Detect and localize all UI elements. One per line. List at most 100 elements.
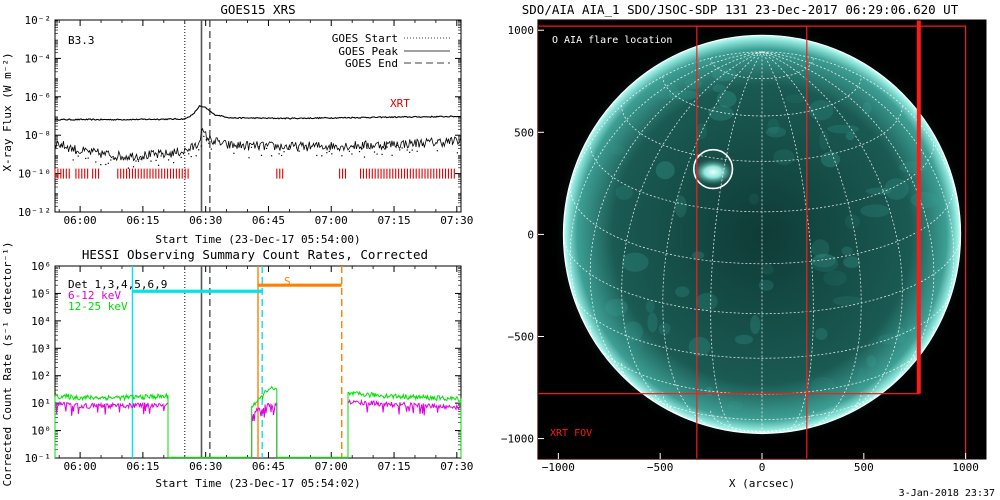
hessi-xtick-label: 06:15 <box>126 460 159 473</box>
goes-xtick-label: 06:30 <box>189 214 222 227</box>
goes-xtick-label: 07:00 <box>315 214 348 227</box>
aia-disk-texture <box>668 90 700 100</box>
goes-series-point <box>168 159 170 161</box>
aia-disk-texture <box>843 256 861 268</box>
aia-disk-texture <box>841 246 853 256</box>
goes-series-point <box>409 151 411 153</box>
aia-disk-texture <box>865 187 892 195</box>
goes-series-point <box>366 147 368 149</box>
aia-disk-texture <box>857 367 866 389</box>
goes-series-point <box>160 155 162 157</box>
aia-disk-texture <box>695 292 718 311</box>
aia-disk-texture <box>615 185 633 200</box>
goes-series-point <box>203 135 205 137</box>
hessi-xtick-label: 06:45 <box>252 460 285 473</box>
goes-series-point <box>363 156 366 158</box>
hessi-xlabel: Start Time (23-Dec-17 05:54:02) <box>155 477 360 490</box>
aia-disk-texture <box>688 336 711 357</box>
aia-disk-texture <box>785 94 805 104</box>
aia-disk-texture <box>811 239 830 258</box>
aia-disk-texture <box>647 312 658 333</box>
goes-series-point <box>391 154 393 156</box>
goes-series-point <box>436 150 438 152</box>
goes-series-point <box>105 163 107 166</box>
hessi-ytick-label: 10² <box>31 370 51 383</box>
aia-disk-texture <box>610 144 626 155</box>
goes-ytick-label: 10⁻⁶ <box>25 91 52 104</box>
aia-flare-legend: O AIA flare location <box>552 35 672 46</box>
goes-series-point <box>386 146 388 148</box>
aia-disk-texture <box>906 325 920 333</box>
aia-disk-texture <box>773 149 795 165</box>
goes-series-point <box>288 148 290 150</box>
aia-disk-texture <box>623 335 645 352</box>
goes-series-point <box>158 164 160 166</box>
goes-series-point <box>250 146 253 148</box>
goes-series-point <box>77 155 79 157</box>
aia-ytick-label: −500 <box>508 330 535 343</box>
goes-series-point <box>87 157 89 159</box>
aia-disk-texture <box>808 99 834 121</box>
goes-series-line <box>54 127 462 162</box>
goes-series-point <box>155 159 157 161</box>
aia-disk-texture <box>823 270 847 286</box>
aia-latitude-line <box>569 281 955 359</box>
goes-series-point <box>200 145 202 147</box>
goes-series-point <box>170 154 172 156</box>
goes-series-point <box>260 154 263 156</box>
goes-series-point <box>278 153 280 155</box>
goes-series-point <box>198 149 200 151</box>
aia-xtick-label: 0 <box>759 461 766 474</box>
hessi-panel: HESSI Observing Summary Count Rates, Cor… <box>1 241 473 490</box>
goes-series-point <box>238 146 240 148</box>
aia-disk-texture <box>692 251 705 259</box>
aia-disk-texture <box>877 333 905 345</box>
hessi-series-6-12-keV <box>54 401 169 458</box>
goes-series-point <box>406 149 408 151</box>
goes-class-label: B3.3 <box>68 34 95 47</box>
goes-series-point <box>110 159 112 161</box>
hessi-xtick-label: 06:00 <box>64 460 97 473</box>
goes-series-point <box>361 148 363 150</box>
goes-series-point <box>100 164 102 166</box>
aia-latitude-line <box>662 392 862 433</box>
aia-disk-texture <box>767 118 780 135</box>
aia-longitude-line <box>761 51 814 433</box>
aia-limb <box>562 34 962 435</box>
aia-disk-texture <box>819 130 829 151</box>
goes-legend-end: GOES End <box>345 57 398 70</box>
goes-series-point <box>283 151 285 153</box>
goes-series-point <box>331 153 333 155</box>
aia-disk-texture <box>815 327 828 341</box>
aia-xtick-label: 1000 <box>952 461 979 474</box>
aia-longitude-line <box>589 51 763 401</box>
goes-series-point <box>296 147 298 149</box>
goes-series-point <box>328 150 330 152</box>
goes-title: GOES15 XRS <box>220 2 295 17</box>
goes-series-point <box>60 144 62 146</box>
goes-ylabel: X-ray Flux (W m⁻²) <box>1 52 14 171</box>
aia-xtick-label: −500 <box>647 461 674 474</box>
goes-series-point <box>180 156 182 158</box>
aia-ytick-label: 0 <box>527 228 534 241</box>
goes-series-point <box>358 151 361 153</box>
aia-disk-texture <box>658 322 671 335</box>
hessi-series-12-25-keV <box>347 390 462 458</box>
aia-disk-texture <box>748 193 760 205</box>
aia-plot-area: −1000 −500 0 500 1000 −1000 −500 0 500 1000 O AIA … <box>501 19 987 474</box>
goes-series-point <box>416 150 418 152</box>
aia-disk-texture <box>827 124 859 134</box>
goes-series-point <box>281 154 283 157</box>
goes-series-point <box>321 155 323 157</box>
goes-ytick-label: 10⁻⁸ <box>25 129 52 142</box>
aia-disk-texture <box>844 214 860 229</box>
aia-ytick-label: 1000 <box>508 24 535 37</box>
aia-panel: SDO/AIA AIA_1 SDO/JSOC-SDP 131 23-Dec-20… <box>501 2 995 499</box>
hessi-xtick-label: 07:15 <box>377 460 410 473</box>
goes-series-point <box>351 153 353 155</box>
aia-disk-texture <box>727 400 744 411</box>
goes-series-point <box>456 152 458 154</box>
goes-ytick-label: 10⁻¹⁰ <box>18 168 51 181</box>
hessi-ytick-label: 10³ <box>31 342 51 355</box>
aia-disk-texture <box>899 161 928 174</box>
